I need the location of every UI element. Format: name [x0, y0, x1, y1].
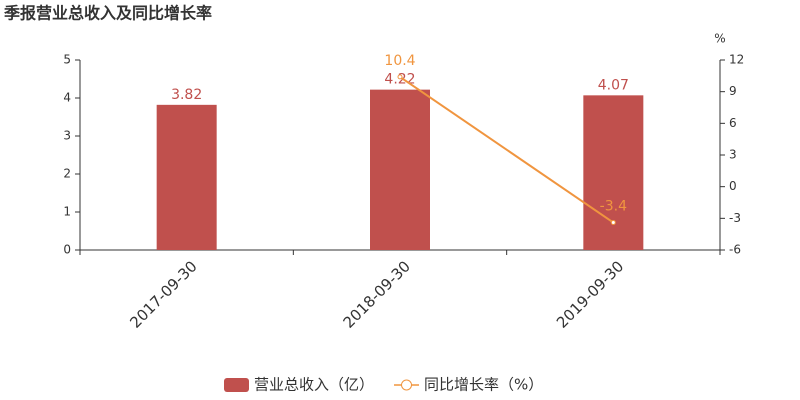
- legend-label: 营业总收入（亿）: [254, 376, 374, 394]
- bar: [156, 104, 217, 250]
- line-point: [397, 74, 403, 80]
- legend-label: 同比增长率（%）: [424, 376, 543, 394]
- bar: [370, 89, 430, 250]
- bar-value-label: 4.07: [598, 77, 629, 93]
- bar: [583, 95, 644, 250]
- y-tick-label: 4: [63, 91, 71, 105]
- y-tick-label: 0: [63, 243, 71, 257]
- y2-tick-label: 6: [729, 116, 737, 130]
- line-point: [610, 220, 616, 226]
- legend-swatch: [224, 378, 249, 392]
- bar-value-label: 3.82: [171, 87, 202, 103]
- y-tick-label: 5: [63, 53, 71, 67]
- y2-tick-label: 0: [729, 179, 737, 193]
- line-value-label: 10.4: [384, 53, 415, 69]
- y2-tick-label: -3: [729, 211, 741, 225]
- y2-axis-unit: %: [714, 32, 725, 46]
- line: [399, 76, 614, 224]
- y2-tick-label: 12: [729, 53, 744, 67]
- legend-swatch: [401, 379, 413, 391]
- y-tick-label: 1: [63, 205, 71, 219]
- y-tick-label: 2: [63, 167, 71, 181]
- y2-tick-label: 3: [729, 148, 737, 162]
- bar-value-label: 4.22: [384, 72, 415, 88]
- y-tick-label: 3: [63, 129, 71, 143]
- y2-tick-label: -6: [729, 243, 741, 257]
- line-value-label: -3.4: [600, 199, 627, 215]
- y2-tick-label: 9: [729, 84, 737, 98]
- chart-title: 季报营业总收入及同比增长率: [3, 4, 212, 23]
